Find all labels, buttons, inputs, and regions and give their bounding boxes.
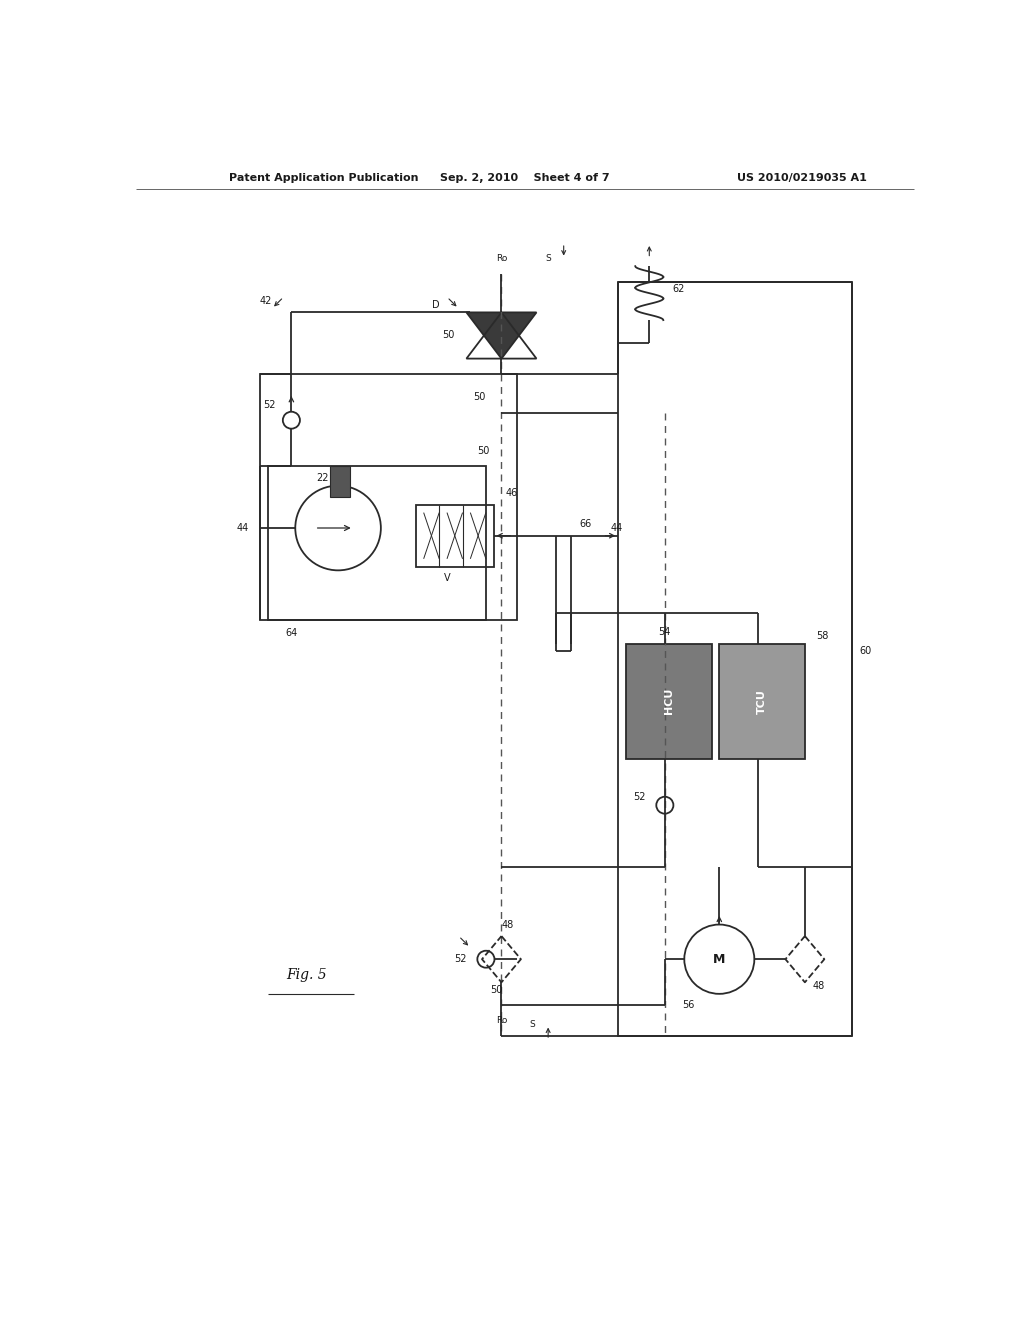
Text: D: D <box>431 300 439 310</box>
Text: 54: 54 <box>658 627 671 638</box>
Text: US 2010/0219035 A1: US 2010/0219035 A1 <box>737 173 867 182</box>
Text: 52: 52 <box>633 792 645 803</box>
Bar <box>260 374 517 620</box>
Text: 56: 56 <box>682 1001 694 1010</box>
Text: 66: 66 <box>580 519 592 529</box>
Text: 48: 48 <box>813 981 825 991</box>
Text: 50: 50 <box>477 446 489 455</box>
Text: 50: 50 <box>442 330 455 341</box>
Bar <box>626 644 712 759</box>
Text: 62: 62 <box>673 284 685 294</box>
Text: 52: 52 <box>263 400 275 409</box>
Text: 64: 64 <box>286 628 298 638</box>
Bar <box>331 466 350 498</box>
Bar <box>416 504 494 566</box>
Text: 44: 44 <box>237 523 249 533</box>
Text: 60: 60 <box>859 647 871 656</box>
Bar <box>719 644 805 759</box>
Text: S: S <box>545 253 551 263</box>
Text: 52: 52 <box>454 954 467 964</box>
Text: 50: 50 <box>473 392 486 403</box>
Text: Ro: Ro <box>496 253 507 263</box>
Text: 50: 50 <box>489 985 502 995</box>
Text: 46: 46 <box>506 488 517 499</box>
Text: 48: 48 <box>502 920 514 929</box>
Text: 58: 58 <box>816 631 829 640</box>
Text: M: M <box>713 953 725 966</box>
Text: Sep. 2, 2010    Sheet 4 of 7: Sep. 2, 2010 Sheet 4 of 7 <box>440 173 609 182</box>
Text: Fig. 5: Fig. 5 <box>287 968 328 982</box>
Bar <box>268 466 486 620</box>
Text: Ro: Ro <box>496 1016 507 1026</box>
Text: HCU: HCU <box>664 688 674 714</box>
Text: S: S <box>529 1020 536 1030</box>
Text: 44: 44 <box>610 523 623 533</box>
Text: V: V <box>443 573 451 583</box>
Text: 42: 42 <box>259 296 272 306</box>
Text: Patent Application Publication: Patent Application Publication <box>229 173 419 182</box>
Text: 22: 22 <box>316 473 329 483</box>
Bar <box>618 281 852 1036</box>
Text: TCU: TCU <box>757 689 767 714</box>
Polygon shape <box>467 313 537 359</box>
